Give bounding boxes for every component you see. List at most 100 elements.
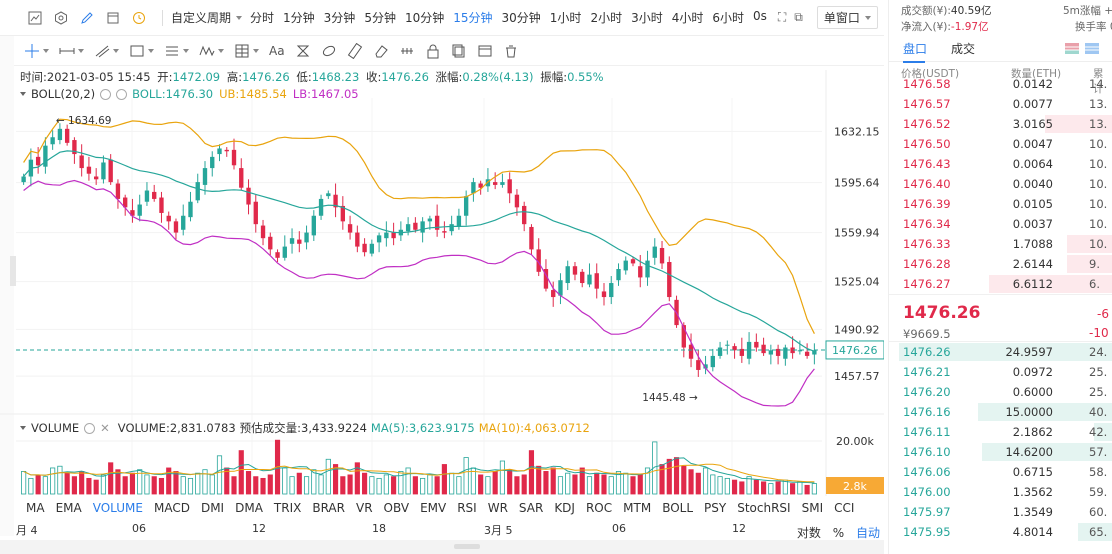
ask-row[interactable]: 1476.52 3.0165 13. (889, 114, 1112, 134)
collapse-caret-icon[interactable] (20, 426, 26, 430)
period-4[interactable]: 10分钟 (404, 11, 445, 25)
auto-scale-toggle[interactable]: 自动 (855, 526, 880, 540)
horizontal-scrollbar[interactable] (0, 540, 884, 554)
save-layout-icon[interactable] (104, 9, 122, 27)
measure-tool-icon[interactable] (399, 40, 415, 62)
indicator-tab-smi[interactable]: SMI (801, 501, 824, 515)
custom-period-dropdown[interactable]: 自定义周期 (171, 9, 243, 26)
indicator-tab-boll[interactable]: BOLL (662, 501, 694, 515)
indicator-tab-trix[interactable]: TRIX (273, 501, 302, 515)
trend-line-tool-icon[interactable] (94, 40, 119, 62)
popout-icon[interactable]: ⧉ (794, 10, 803, 24)
collapse-handle[interactable] (10, 256, 16, 286)
indicator-tab-psy[interactable]: PSY (704, 501, 727, 515)
period-5[interactable]: 15分钟 (453, 11, 493, 25)
period-1[interactable]: 1分钟 (283, 11, 315, 25)
pencil-icon[interactable] (78, 9, 96, 27)
hide-drawings-icon[interactable] (477, 40, 493, 62)
period-7[interactable]: 1小时 (549, 11, 582, 25)
crosshair-tool-icon[interactable] (24, 40, 49, 62)
percent-scale-toggle[interactable]: % (832, 526, 845, 540)
indicator-tab-macd[interactable]: MACD (153, 501, 190, 515)
ruler-tool-icon[interactable] (347, 40, 363, 62)
ask-row[interactable]: 1476.27 6.6112 6. (889, 274, 1112, 294)
ask-row[interactable]: 1476.40 0.0040 10. (889, 174, 1112, 194)
period-10[interactable]: 4小时 (671, 11, 704, 25)
indicator-tab-emv[interactable]: EMV (420, 501, 447, 515)
pattern-tool-icon[interactable] (295, 40, 311, 62)
window-mode-dropdown[interactable]: 单窗口 (816, 6, 878, 29)
bid-row[interactable]: 1475.95 4.8014 65. (889, 522, 1112, 542)
ask-row[interactable]: 1476.39 0.0105 10. (889, 194, 1112, 214)
ask-row[interactable]: 1476.50 0.0047 10. (889, 134, 1112, 154)
indicator-tab-obv[interactable]: OBV (383, 501, 410, 515)
parallel-lines-tool-icon[interactable] (164, 40, 189, 62)
indicator-tab-ema[interactable]: EMA (55, 501, 82, 515)
bid-row[interactable]: 1476.06 0.6715 58. (889, 462, 1112, 482)
indicator-tab-dmi[interactable]: DMI (200, 501, 225, 515)
period-11[interactable]: 6小时 (712, 11, 744, 25)
period-9[interactable]: 3小时 (631, 11, 663, 25)
period-3[interactable]: 5分钟 (364, 11, 396, 25)
depth-both-icon[interactable] (1065, 43, 1079, 54)
indicator-tab-mtm[interactable]: MTM (623, 501, 652, 515)
indicator-tab-wr[interactable]: WR (487, 501, 508, 515)
indicator-tab-ma[interactable]: MA (26, 501, 45, 515)
tab-trades[interactable]: 成交 (951, 42, 976, 56)
period-8[interactable]: 2小时 (590, 11, 623, 25)
gear-icon[interactable] (116, 88, 128, 100)
indicator-tab-brar[interactable]: BRAR (312, 501, 345, 515)
magnet-tool-icon[interactable] (321, 40, 337, 62)
bid-row[interactable]: 1476.16 15.0000 40. (889, 402, 1112, 422)
fibonacci-tool-icon[interactable] (234, 40, 259, 62)
indicator-tab-kdj[interactable]: KDJ (554, 501, 575, 515)
eraser-tool-icon[interactable] (373, 40, 389, 62)
bid-row[interactable]: 1476.26 24.9597 24. (889, 342, 1112, 362)
indicator-tab-dma[interactable]: DMA (235, 501, 263, 515)
indicator-tab-stochrsi[interactable]: StochRSI (737, 501, 791, 515)
ask-row[interactable]: 1476.43 0.0064 10. (889, 154, 1112, 174)
bid-row[interactable]: 1475.97 1.3549 60. (889, 502, 1112, 522)
period-12[interactable]: 0s (753, 9, 767, 23)
indicator-tab-volume[interactable]: VOLUME (92, 501, 143, 515)
bid-row[interactable]: 1476.11 2.1862 42. (889, 422, 1112, 442)
chart-area[interactable]: 自定义周期 分时 1分钟 3分钟 5分钟 10分钟 15分钟 30分钟 1小时 2小时 3小时 4小… (0, 0, 884, 554)
indicator-tab-sar[interactable]: SAR (518, 501, 544, 515)
candlestick-chart[interactable]: 1632.15 1595.64 1559.94 1525.04 1490.92 1457.… (0, 0, 884, 554)
ask-row[interactable]: 1476.57 0.0077 13. (889, 94, 1112, 114)
bid-row[interactable]: 1476.21 0.0972 25. (889, 362, 1112, 382)
wave-tool-icon[interactable] (199, 40, 224, 62)
chart-type-icon[interactable] (26, 9, 44, 27)
copy-tool-icon[interactable] (451, 40, 467, 62)
log-scale-toggle[interactable]: 对数 (796, 526, 821, 540)
fullscreen-icon[interactable]: ⛶ (777, 10, 787, 24)
clock-icon[interactable] (130, 9, 148, 27)
indicator-tab-cci[interactable]: CCI (834, 501, 855, 515)
collapse-caret-icon[interactable] (20, 92, 26, 96)
period-2[interactable]: 3分钟 (323, 11, 356, 25)
horizontal-line-tool-icon[interactable] (59, 40, 84, 62)
eye-icon[interactable] (100, 88, 112, 100)
depth-asks-icon[interactable] (1085, 43, 1099, 54)
bid-row[interactable]: 1476.20 0.6000 25. (889, 382, 1112, 402)
indicator-tab-rsi[interactable]: RSI (457, 501, 477, 515)
indicator-tab-vr[interactable]: VR (355, 501, 373, 515)
ask-row[interactable]: 1476.58 0.0142 14. (889, 74, 1112, 94)
tab-order-book[interactable]: 盘口 (903, 42, 928, 63)
period-0[interactable]: 分时 (250, 11, 275, 25)
text-tool-icon[interactable]: Aa (269, 43, 285, 58)
scroll-handle[interactable] (454, 544, 480, 549)
ask-row[interactable]: 1476.34 0.0037 10. (889, 214, 1112, 234)
ask-row[interactable]: 1476.28 2.6144 9. (889, 254, 1112, 274)
bid-row[interactable]: 1476.00 1.3562 59. (889, 482, 1112, 502)
delete-tool-icon[interactable] (503, 40, 519, 62)
bid-row[interactable]: 1476.10 14.6200 57. (889, 442, 1112, 462)
indicator-tab-roc[interactable]: ROC (585, 501, 613, 515)
ask-row[interactable]: 1476.33 1.7088 10. (889, 234, 1112, 254)
rectangle-tool-icon[interactable] (129, 40, 154, 62)
lock-tool-icon[interactable] (425, 40, 441, 62)
settings-icon[interactable] (52, 9, 70, 27)
period-6[interactable]: 30分钟 (501, 11, 541, 25)
close-icon[interactable]: ✕ (100, 421, 110, 435)
gear-icon[interactable] (84, 422, 96, 434)
